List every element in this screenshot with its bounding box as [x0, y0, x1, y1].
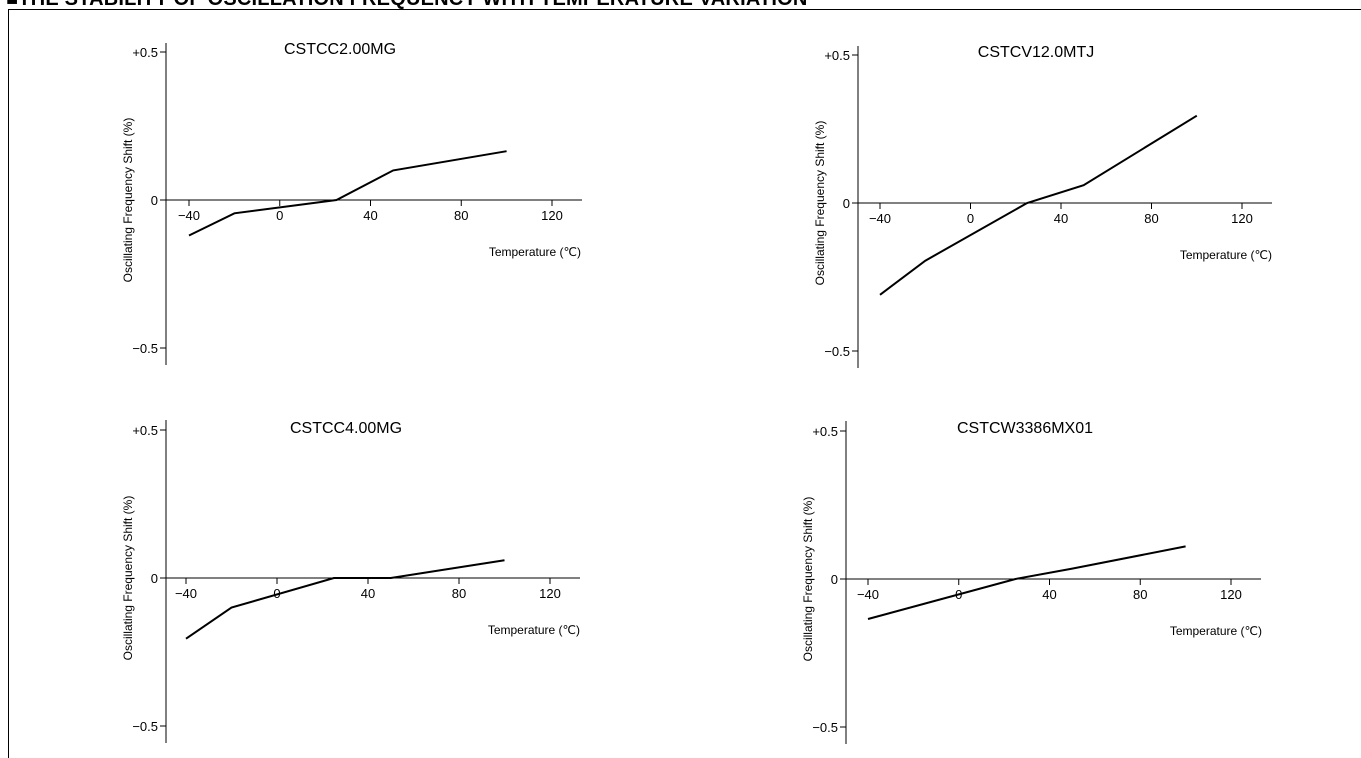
y-tick-label: 0 [151, 571, 158, 586]
frame-left-border [8, 9, 9, 758]
chart-4: +0.50−0.5−40 0 40 80 120CSTCW3386MX01Tempera… [801, 420, 1262, 744]
y-tick-label: +0.5 [812, 424, 838, 439]
x-tick-label: 0 [967, 211, 974, 226]
y-tick-label: +0.5 [132, 423, 158, 438]
chart-1: +0.5 0 −0.5 −40 0 40 80 120 CSTCC2.00MG Temperatu… [121, 41, 582, 365]
x-tick-label: 40 [1054, 211, 1068, 226]
y-tick-label: −0.5 [132, 341, 158, 356]
chart-title: CSTCV12.0MTJ [978, 44, 1094, 61]
x-tick-label: 0 [276, 208, 283, 223]
y-tick-label: −0.5 [812, 720, 838, 735]
series-line [879, 114, 1198, 296]
x-tick-label: −40 [178, 208, 200, 223]
series-line [867, 545, 1186, 620]
page-title: ■THE STABILITY OF OSCILLATION FREQUENCY … [6, 0, 808, 11]
series-line [185, 559, 505, 640]
x-axis-label: Temperature (℃) [1170, 624, 1262, 638]
x-tick-label: −40 [869, 211, 891, 226]
y-axis-label: Oscillating Frequency Shift (%) [801, 497, 815, 662]
x-tick-label: 40 [361, 586, 375, 601]
x-tick-label: 40 [363, 208, 377, 223]
chart-2: +0.5 0 −0.5 −40 0 40 80 120 CSTCV12.0MTJ Temperat… [813, 44, 1272, 368]
x-tick-label: 80 [452, 586, 466, 601]
chart-title: CSTCC2.00MG [284, 41, 396, 58]
y-tick-label: −0.5 [132, 719, 158, 734]
x-tick-label: 80 [1144, 211, 1158, 226]
x-tick-label: 120 [541, 208, 563, 223]
x-axis-label: Temperature (℃) [488, 623, 580, 637]
chart-3: +0.50−0.5−40 0 40 80 120CSTCC4.00MGTemperatu… [121, 420, 580, 743]
x-tick-label: −40 [857, 587, 879, 602]
y-tick-label: +0.5 [132, 45, 158, 60]
x-tick-label: −40 [175, 586, 197, 601]
x-tick-label: 120 [1231, 211, 1253, 226]
frame-top-border [8, 9, 1361, 10]
y-axis-label: Oscillating Frequency Shift (%) [121, 118, 135, 283]
y-axis-label: Oscillating Frequency Shift (%) [121, 496, 135, 661]
y-axis-label: Oscillating Frequency Shift (%) [813, 121, 827, 286]
y-tick-label: 0 [843, 196, 850, 211]
y-tick-label: 0 [151, 193, 158, 208]
y-tick-label: 0 [831, 572, 838, 587]
chart-title: CSTCW3386MX01 [957, 420, 1093, 437]
y-tick-label: +0.5 [824, 48, 850, 63]
series-line [188, 150, 507, 237]
chart-title: CSTCC4.00MG [290, 420, 402, 437]
x-axis-label: Temperature (℃) [489, 245, 581, 259]
x-tick-label: 120 [539, 586, 561, 601]
x-tick-label: 80 [454, 208, 468, 223]
y-tick-label: −0.5 [824, 344, 850, 359]
x-tick-label: 80 [1133, 587, 1147, 602]
x-tick-label: 40 [1042, 587, 1056, 602]
x-axis-label: Temperature (℃) [1180, 248, 1272, 262]
x-tick-label: 120 [1220, 587, 1242, 602]
